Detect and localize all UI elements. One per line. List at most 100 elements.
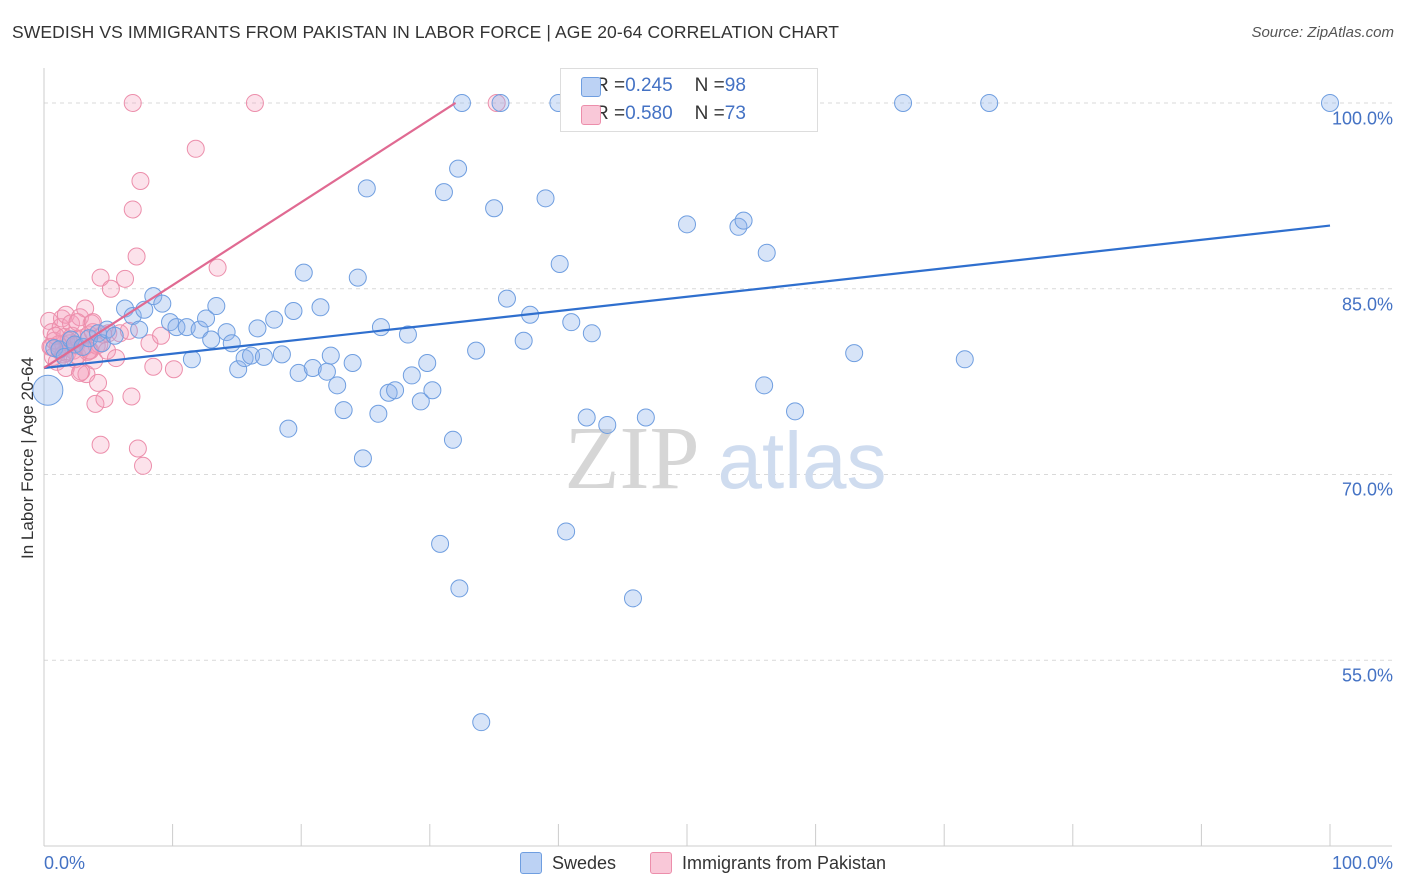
point-swedes bbox=[449, 159, 468, 178]
legend-swatch-pakistan bbox=[581, 105, 601, 125]
point-swedes bbox=[467, 341, 486, 360]
point-swedes bbox=[1321, 93, 1339, 112]
legend-item-swedes[interactable]: Swedes bbox=[519, 852, 616, 874]
point-pakistan bbox=[91, 435, 110, 454]
legend-row-pakistan: R = 0.580 N = 73 bbox=[581, 100, 746, 128]
point-swedes bbox=[443, 430, 462, 449]
x-tick-min: 0.0% bbox=[44, 853, 86, 873]
point-swedes bbox=[279, 419, 298, 438]
point-swedes bbox=[207, 297, 226, 316]
point-swedes bbox=[562, 313, 581, 332]
point-swedes bbox=[955, 350, 974, 369]
point-swedes bbox=[197, 309, 216, 328]
point-pakistan bbox=[76, 299, 95, 318]
point-swedes bbox=[289, 363, 308, 382]
trend-line-pakistan bbox=[43, 102, 457, 369]
point-swedes bbox=[678, 215, 696, 234]
legend-row-swedes: R = 0.245 N = 98 bbox=[581, 72, 746, 100]
source-label: Source: ZipAtlas.com bbox=[1251, 24, 1394, 41]
watermark: ZIP atlas bbox=[565, 409, 887, 508]
data-points bbox=[32, 93, 1339, 732]
point-swedes bbox=[598, 415, 617, 434]
series-legend: Swedes Immigrants from Pakistan bbox=[0, 852, 1406, 874]
point-swedes bbox=[845, 344, 864, 363]
point-pakistan bbox=[122, 387, 141, 406]
point-swedes bbox=[472, 713, 491, 732]
point-swedes bbox=[577, 408, 596, 427]
point-swedes bbox=[343, 354, 362, 373]
point-pakistan bbox=[144, 357, 163, 376]
trend-lines bbox=[43, 102, 1331, 370]
point-swedes bbox=[254, 347, 273, 366]
legend-r-value: 0.580 bbox=[625, 103, 673, 124]
point-swedes bbox=[755, 376, 774, 395]
point-swedes bbox=[105, 326, 124, 345]
point-swedes bbox=[582, 324, 601, 343]
point-swedes bbox=[894, 93, 913, 112]
point-swedes bbox=[418, 354, 437, 373]
point-swedes bbox=[229, 360, 248, 379]
legend-swatch bbox=[519, 852, 542, 874]
point-swedes bbox=[167, 318, 186, 337]
gridlines bbox=[44, 102, 1392, 661]
point-swedes bbox=[130, 320, 149, 339]
point-swedes bbox=[242, 346, 261, 365]
point-swedes bbox=[371, 318, 390, 337]
point-swedes bbox=[248, 319, 267, 338]
point-swedes bbox=[348, 268, 367, 287]
point-pakistan bbox=[487, 93, 506, 112]
point-swedes bbox=[434, 183, 453, 202]
point-swedes bbox=[334, 401, 353, 420]
y-tick-label: 85.0% bbox=[1341, 294, 1393, 315]
legend-swatch bbox=[649, 852, 672, 874]
legend-n-label: N = bbox=[694, 103, 725, 124]
point-swedes bbox=[303, 358, 322, 377]
trend-line-swedes bbox=[43, 224, 1331, 370]
point-swedes bbox=[636, 408, 655, 427]
point-swedes bbox=[423, 381, 442, 400]
point-swedes bbox=[357, 179, 376, 198]
point-swedes bbox=[623, 589, 642, 608]
point-swedes bbox=[32, 374, 64, 406]
point-pakistan bbox=[107, 349, 126, 368]
legend-r-label: R = bbox=[595, 75, 626, 96]
point-pakistan bbox=[127, 247, 146, 266]
point-pakistan bbox=[123, 93, 142, 112]
point-pakistan bbox=[131, 171, 150, 190]
point-pakistan bbox=[86, 394, 105, 413]
point-pakistan bbox=[164, 360, 183, 379]
legend-n-value: 98 bbox=[724, 75, 746, 96]
x-tick-max: 100.0% bbox=[1331, 853, 1393, 873]
y-axis-label: In Labor Force | Age 20-64 bbox=[18, 357, 37, 559]
point-pakistan bbox=[89, 373, 108, 392]
legend-r-value: 0.245 bbox=[625, 75, 673, 96]
point-swedes bbox=[386, 381, 405, 400]
point-pakistan bbox=[208, 258, 227, 277]
point-pakistan bbox=[134, 456, 153, 475]
point-swedes bbox=[190, 320, 209, 339]
point-pakistan bbox=[71, 363, 90, 382]
point-swedes bbox=[431, 534, 450, 553]
point-pakistan bbox=[116, 269, 135, 288]
point-swedes bbox=[485, 199, 504, 218]
point-pakistan bbox=[123, 200, 142, 219]
point-pakistan bbox=[68, 313, 87, 332]
point-pakistan bbox=[101, 279, 120, 298]
axes bbox=[43, 68, 1392, 847]
legend-label: Immigrants from Pakistan bbox=[681, 852, 887, 873]
legend-swatch-swedes bbox=[581, 77, 601, 97]
point-pakistan bbox=[152, 326, 171, 345]
y-tick-label: 70.0% bbox=[1341, 479, 1393, 500]
point-swedes bbox=[757, 243, 776, 262]
legend-n-value: 73 bbox=[724, 103, 746, 124]
point-pakistan bbox=[91, 268, 110, 287]
point-swedes bbox=[536, 189, 555, 208]
point-swedes bbox=[497, 289, 516, 308]
legend-item-pakistan[interactable]: Immigrants from Pakistan bbox=[649, 852, 887, 874]
point-swedes bbox=[328, 376, 347, 395]
point-swedes bbox=[153, 294, 172, 313]
legend-r-label: R = bbox=[595, 103, 626, 124]
point-swedes bbox=[353, 449, 372, 468]
point-swedes bbox=[450, 579, 469, 598]
point-swedes bbox=[786, 402, 805, 421]
